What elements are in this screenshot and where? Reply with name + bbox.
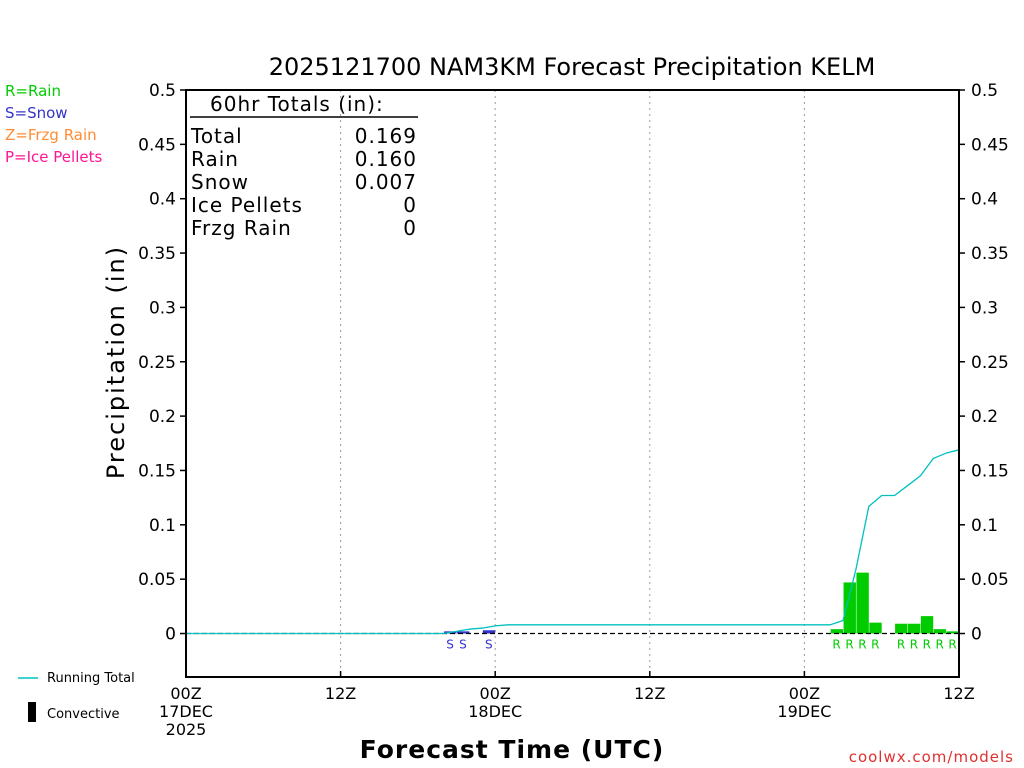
y-tick-label-left: 0.5 — [149, 81, 176, 101]
y-tick-label-right: 0 — [971, 625, 982, 645]
precip-bar — [946, 631, 959, 634]
y-tick-label-left: 0.4 — [149, 190, 176, 210]
y-tick-label-right: 0.35 — [971, 244, 1009, 264]
type-legend-item: Z=Frzg Rain — [5, 126, 97, 144]
precip-bar — [856, 572, 869, 634]
totals-row-value: 0 — [403, 193, 417, 217]
precip-bar — [843, 582, 856, 634]
precip-type-label: R — [897, 638, 905, 652]
y-tick-label-left: 0 — [165, 625, 176, 645]
y-tick-label-left: 0.15 — [138, 461, 176, 481]
y-axis-label: Precipitation (in) — [102, 245, 130, 479]
totals-box: 60hr Totals (in): Total 0.169 Rain 0.160 Sno… — [190, 92, 418, 240]
running-total-legend-label: Running Total — [47, 671, 135, 686]
y-tick-label-left: 0.1 — [149, 516, 176, 536]
x-tick-label: 00Z — [170, 684, 201, 703]
totals-header: 60hr Totals (in): — [210, 92, 384, 116]
type-legend-item: R=Rain — [5, 82, 61, 100]
totals-row-label: Frzg Rain — [191, 216, 292, 240]
y-axis-right: 0 0.05 0.1 0.15 0.2 0.25 0.3 0.35 0.4 0.45 0.5 — [959, 81, 1009, 645]
precip-bar — [895, 623, 908, 634]
plot-frame — [185, 89, 960, 678]
convective-legend-label: Convective — [47, 707, 120, 722]
precip-type-label: R — [948, 638, 956, 652]
y-tick-label-left: 0.35 — [138, 244, 176, 264]
y-tick-label-left: 0.25 — [138, 353, 176, 373]
totals-row-value: 0.007 — [355, 170, 417, 194]
precip-type-label: R — [858, 638, 866, 652]
y-tick-label-right: 0.05 — [971, 570, 1009, 590]
precip-type-label: S — [485, 638, 493, 652]
x-tick-label: 12Z — [325, 684, 356, 703]
precip-bar — [933, 629, 947, 634]
chart-title: 2025121700 NAM3KM Forecast Precipitation… — [269, 53, 876, 81]
y-tick-label-left: 0.05 — [138, 570, 176, 590]
totals-row-value: 0 — [403, 216, 417, 240]
x-tick-label: 19DEC — [777, 702, 831, 721]
y-tick-label-right: 0.4 — [971, 190, 998, 210]
precip-bar — [482, 630, 496, 634]
precip-type-label: S — [446, 638, 454, 652]
y-tick-label-right: 0.3 — [971, 298, 998, 318]
y-tick-label-right: 0.45 — [971, 135, 1009, 155]
y-axis-left: 0 0.05 0.1 0.15 0.2 0.25 0.3 0.35 0.4 0.45 0.5 — [138, 81, 186, 645]
precip-bar — [869, 622, 882, 634]
running-total-line — [186, 449, 960, 635]
precip-type-label: R — [871, 638, 879, 652]
precip-type-label: R — [936, 638, 944, 652]
grid-lines — [340, 90, 805, 677]
y-tick-label-left: 0.3 — [149, 298, 176, 318]
x-tick-label: 18DEC — [468, 702, 522, 721]
x-tick-label: 12Z — [943, 684, 974, 703]
precip-type-label: R — [910, 638, 918, 652]
totals-row-value: 0.160 — [355, 147, 417, 171]
x-tick-label: 17DEC — [159, 702, 213, 721]
y-tick-label-left: 0.2 — [149, 407, 176, 427]
x-tick-label: 00Z — [480, 684, 511, 703]
totals-row-value: 0.169 — [355, 124, 417, 148]
totals-row-label: Rain — [191, 147, 239, 171]
x-tick-label: 12Z — [634, 684, 665, 703]
y-tick-label-right: 0.1 — [971, 516, 998, 536]
y-tick-label-right: 0.25 — [971, 353, 1009, 373]
precip-type-label: R — [923, 638, 931, 652]
totals-row-label: Snow — [191, 170, 249, 194]
precip-type-label: R — [845, 638, 853, 652]
convective-swatch — [28, 702, 36, 722]
y-tick-label-left: 0.45 — [138, 135, 176, 155]
precip-bar — [830, 629, 844, 634]
x-axis-label: Forecast Time (UTC) — [360, 735, 665, 764]
x-tick-label: 00Z — [789, 684, 820, 703]
y-tick-label-right: 0.15 — [971, 461, 1009, 481]
precip-bar — [920, 616, 934, 634]
y-tick-label-right: 0.5 — [971, 81, 998, 101]
precip-type-label: S — [459, 638, 467, 652]
totals-row-label: Ice Pellets — [191, 193, 303, 217]
series-legend: Running Total Convective — [18, 671, 135, 722]
precip-type-label: R — [832, 638, 840, 652]
credit-text: coolwx.com/models — [849, 748, 1014, 766]
totals-row-label: Total — [190, 124, 243, 148]
precip-bar — [907, 623, 921, 634]
precip-bars — [444, 572, 959, 634]
y-tick-label-right: 0.2 — [971, 407, 998, 427]
x-tick-label: 2025 — [166, 720, 207, 739]
type-legend-item: P=Ice Pellets — [5, 148, 103, 166]
precip-bar — [457, 631, 470, 634]
type-legend-item: S=Snow — [5, 104, 68, 122]
